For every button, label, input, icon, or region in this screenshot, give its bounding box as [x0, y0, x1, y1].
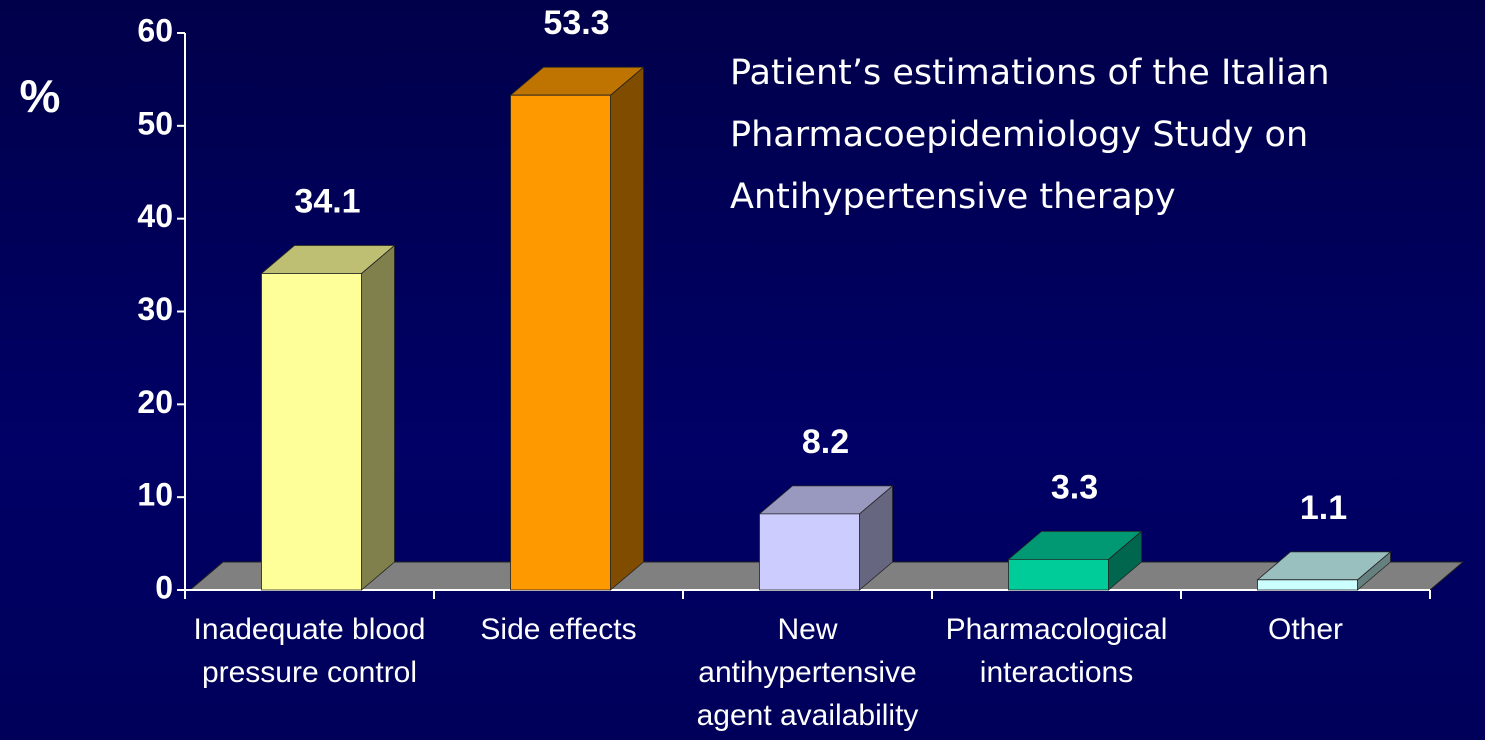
- x-tick-label: Other: [1267, 613, 1344, 646]
- y-tick-label: 10: [137, 477, 173, 513]
- value-label: 34.1: [294, 182, 360, 220]
- x-tick-label: New antihypertensive agent availability: [696, 613, 919, 732]
- bar: [1007, 530, 1143, 591]
- value-label: 8.2: [802, 423, 849, 461]
- y-tick-label: 20: [137, 384, 173, 420]
- x-tick-label: Pharmacological interactions: [945, 613, 1168, 689]
- y-tick-label: 0: [155, 569, 173, 605]
- value-label: 1.1: [1300, 489, 1347, 527]
- bar-side: [361, 244, 395, 591]
- y-tick-label: 50: [137, 105, 173, 141]
- bar-front: [510, 94, 611, 591]
- y-tick-label: 40: [137, 198, 173, 234]
- chart-title: Patient’s estimations of the Italian Pha…: [730, 53, 1330, 217]
- bar: [260, 244, 396, 591]
- y-tick-label: 60: [137, 12, 173, 48]
- bar-front: [261, 273, 362, 591]
- value-label: 53.3: [543, 4, 609, 42]
- bar: [1256, 550, 1392, 591]
- bar: [509, 66, 645, 591]
- x-tick-label: Side effects: [480, 613, 637, 646]
- x-tick-label: Inadequate blood pressure control: [193, 613, 426, 689]
- bar-front: [1257, 579, 1358, 591]
- bar-side: [610, 66, 644, 591]
- value-label: 3.3: [1051, 468, 1098, 506]
- bar-front: [759, 513, 860, 591]
- y-tick-label: 30: [137, 291, 173, 327]
- y-axis-label: %: [20, 70, 61, 122]
- bar-front: [1008, 558, 1109, 591]
- bar: [758, 485, 894, 591]
